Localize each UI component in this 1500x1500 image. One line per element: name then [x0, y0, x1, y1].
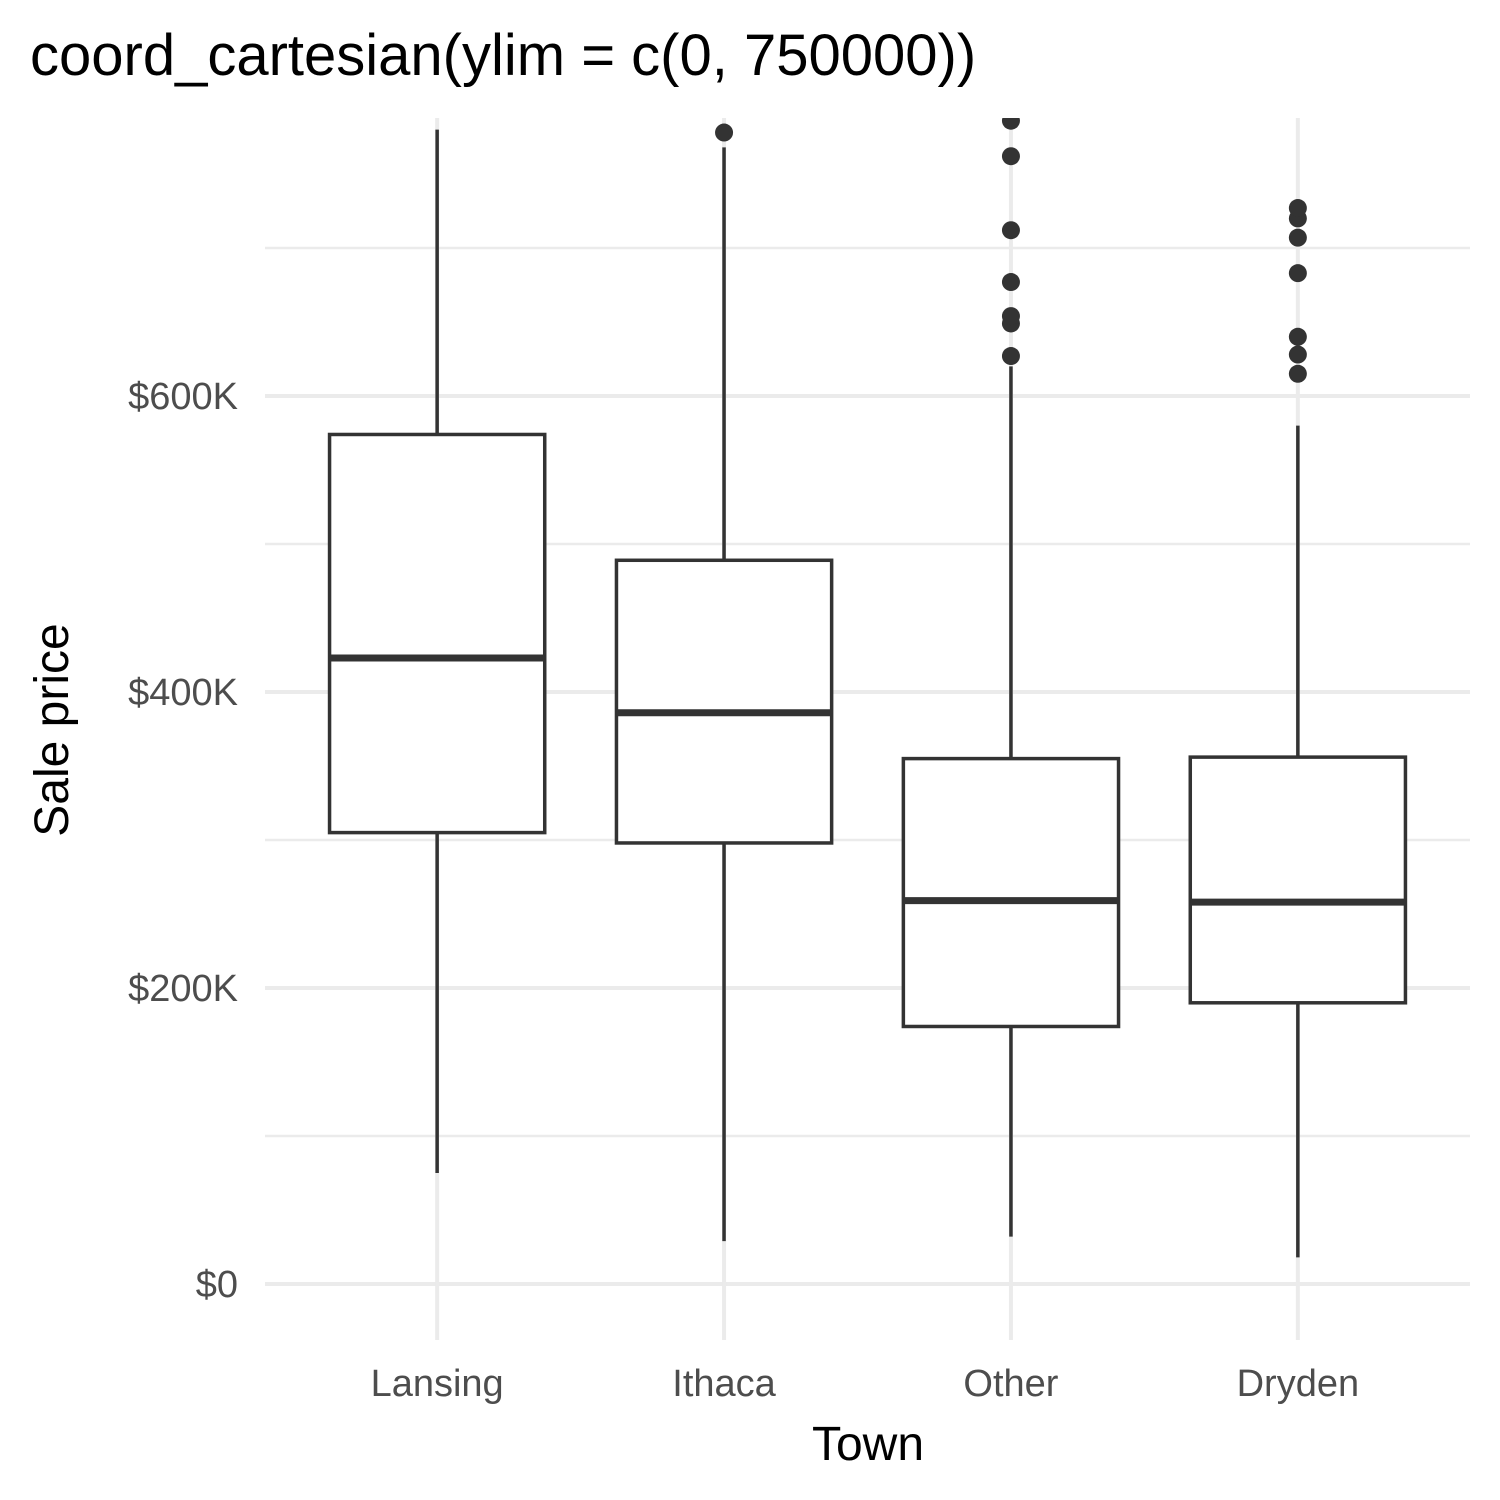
chart-title: coord_cartesian(ylim = c(0, 750000))	[30, 23, 976, 88]
outlier-point	[1288, 199, 1307, 218]
box-other	[901, 118, 1121, 1237]
outlier-point	[1001, 118, 1020, 130]
x-tick-label: Other	[963, 1363, 1058, 1405]
x-tick-label: Dryden	[1237, 1363, 1360, 1405]
box-lansing	[327, 129, 547, 1173]
outlier-point	[1288, 228, 1307, 247]
x-axis-title: Town	[812, 1418, 924, 1471]
boxes	[327, 118, 1408, 1258]
outlier-point	[1288, 345, 1307, 364]
iqr-box	[614, 558, 834, 845]
y-tick-label: $0	[196, 1264, 238, 1306]
outlier-point	[1288, 327, 1307, 346]
outlier-point	[1288, 364, 1307, 383]
y-tick-label: $400K	[128, 672, 238, 714]
outlier-point	[1001, 147, 1020, 166]
outlier-point	[1001, 221, 1020, 240]
outlier-point	[1288, 264, 1307, 283]
x-tick-label: Lansing	[371, 1363, 504, 1405]
outlier-point	[1001, 273, 1020, 292]
box-ithaca	[614, 123, 834, 1242]
y-tick-label: $600K	[128, 376, 238, 418]
iqr-box	[901, 756, 1121, 1029]
y-axis-ticks: $0 $200K $400K $600K	[128, 376, 238, 1306]
outlier-point	[1001, 347, 1020, 366]
box-dryden	[1188, 199, 1408, 1258]
iqr-box	[1188, 755, 1408, 1005]
iqr-box	[327, 432, 547, 835]
outlier-point	[715, 123, 734, 142]
x-axis-ticks: Lansing Ithaca Other Dryden	[371, 1363, 1360, 1405]
y-axis-title: Sale price	[26, 623, 79, 836]
outlier-point	[1001, 307, 1020, 326]
x-tick-label: Ithaca	[672, 1363, 776, 1405]
y-tick-label: $200K	[128, 968, 238, 1010]
